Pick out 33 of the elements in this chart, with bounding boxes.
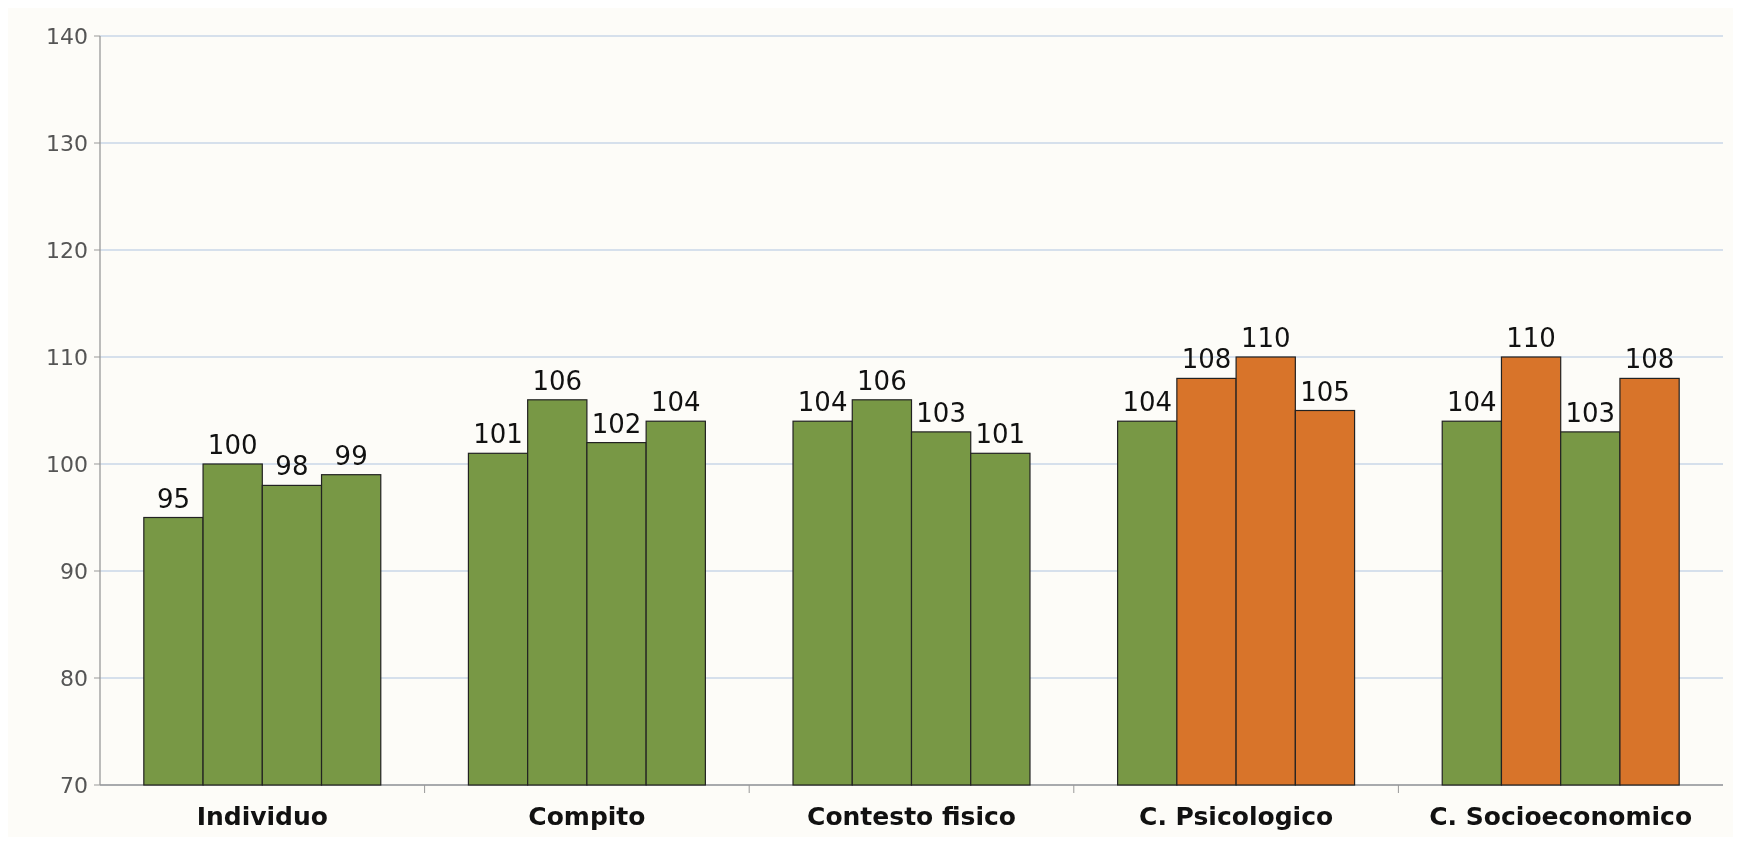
data-label: 108 — [1624, 344, 1675, 375]
data-label: 100 — [207, 430, 258, 460]
x-tick-label: Compito — [528, 802, 646, 831]
data-label: 105 — [1300, 376, 1350, 407]
data-label: 101 — [473, 419, 523, 450]
data-label: 102 — [591, 408, 642, 439]
x-tick-label: Individuo — [196, 802, 328, 831]
y-tick-label: 130 — [46, 130, 88, 156]
y-tick-label: 100 — [46, 451, 88, 477]
data-label: 103 — [916, 397, 966, 428]
y-tick-label: 140 — [46, 23, 88, 49]
data-label: 106 — [857, 365, 907, 396]
data-label: 104 — [1122, 387, 1173, 418]
data-label: 95 — [156, 483, 190, 514]
y-tick-label: 80 — [60, 665, 88, 691]
data-label: 108 — [1181, 344, 1232, 375]
data-label: 98 — [275, 451, 309, 482]
data-label: 104 — [650, 387, 701, 418]
data-label: 106 — [532, 365, 583, 396]
y-tick-label: 120 — [46, 237, 88, 263]
x-tick-label: C. Psicologico — [1139, 802, 1334, 831]
data-label: 110 — [1240, 323, 1291, 353]
x-tick-label: Contesto fisico — [807, 802, 1016, 831]
data-label: 101 — [975, 419, 1026, 450]
x-tick-label: C. Socioeconomico — [1429, 802, 1693, 831]
data-label: 104 — [797, 387, 848, 418]
y-tick-label: 90 — [60, 558, 88, 584]
y-tick-label: 70 — [60, 772, 88, 798]
data-label: 103 — [1565, 397, 1616, 428]
y-tick-label: 110 — [46, 344, 88, 370]
data-label: 99 — [334, 440, 368, 471]
data-label: 104 — [1447, 387, 1497, 418]
data-label: 110 — [1506, 323, 1556, 353]
